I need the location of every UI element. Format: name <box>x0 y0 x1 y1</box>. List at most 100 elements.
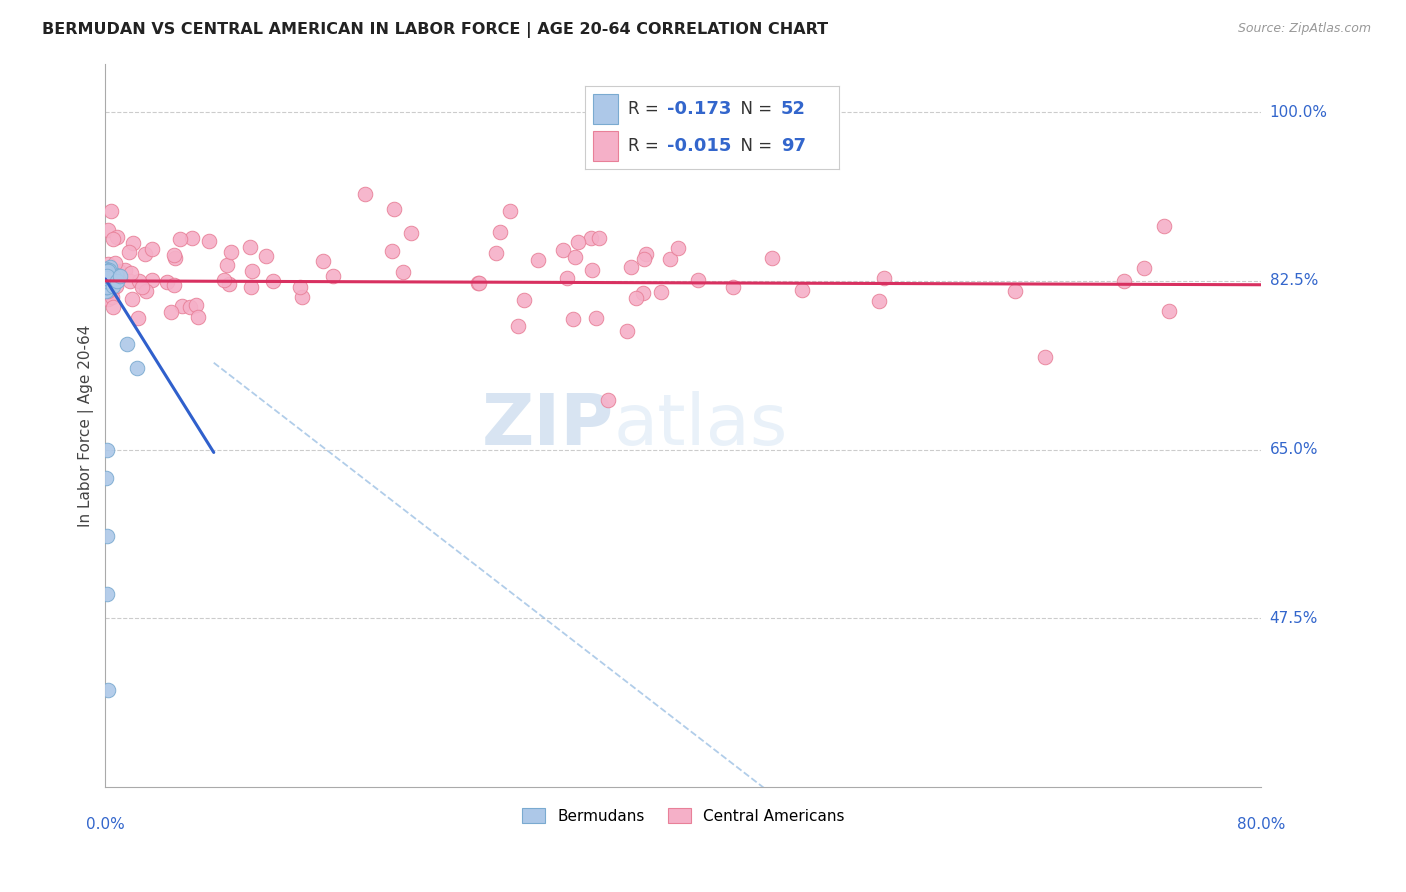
Point <box>620 260 643 274</box>
Point <box>98 260 121 274</box>
Point <box>1157 304 1180 318</box>
Point <box>108 264 131 278</box>
Point <box>288 280 311 294</box>
Point <box>551 244 574 258</box>
Point <box>105 229 128 244</box>
Point <box>96 262 118 277</box>
Point <box>1112 274 1135 288</box>
Text: 80.0%: 80.0% <box>1237 817 1285 832</box>
Point <box>96 442 118 457</box>
Point <box>215 258 238 272</box>
Point <box>96 279 118 293</box>
Point <box>96 278 118 293</box>
Point <box>96 284 118 298</box>
Point <box>506 319 529 334</box>
Point <box>254 249 277 263</box>
Point <box>141 242 163 256</box>
Point <box>96 271 118 285</box>
Point <box>239 240 262 254</box>
Point <box>169 232 191 246</box>
Point <box>312 254 335 268</box>
Point <box>596 392 619 407</box>
Point <box>354 187 377 202</box>
Point <box>94 280 117 294</box>
Point <box>163 248 186 262</box>
Point <box>94 284 117 298</box>
Point <box>96 279 118 293</box>
Point <box>97 292 120 306</box>
Point <box>97 270 120 285</box>
Point <box>94 276 117 290</box>
Point <box>96 271 118 285</box>
Point <box>187 310 209 325</box>
Point <box>101 274 124 288</box>
Point <box>555 271 578 285</box>
Point <box>160 305 183 319</box>
Point <box>100 275 122 289</box>
Point <box>115 336 138 351</box>
Point <box>98 275 121 289</box>
Point <box>636 247 658 261</box>
Point <box>792 283 814 297</box>
Point <box>96 274 118 288</box>
Point <box>118 245 141 260</box>
Point <box>96 283 118 297</box>
Point <box>488 225 510 239</box>
Point <box>1033 351 1056 365</box>
Point <box>579 231 602 245</box>
Point <box>485 245 508 260</box>
Point <box>381 244 404 259</box>
Point <box>135 284 157 298</box>
Text: atlas: atlas <box>614 391 789 460</box>
Point <box>97 264 120 278</box>
Point <box>98 263 121 277</box>
Point <box>96 271 118 285</box>
Point <box>659 252 682 266</box>
Point <box>141 273 163 287</box>
Point <box>104 255 127 269</box>
Point <box>401 226 423 240</box>
Point <box>467 277 489 291</box>
Point <box>624 291 647 305</box>
Point <box>184 298 207 312</box>
Point <box>100 203 122 218</box>
Point <box>1153 219 1175 234</box>
Point <box>101 278 124 293</box>
Point <box>218 277 240 291</box>
Point <box>721 280 744 294</box>
Point <box>105 274 128 288</box>
Point <box>105 278 128 293</box>
Point <box>128 274 150 288</box>
Point <box>97 257 120 271</box>
Point <box>131 279 153 293</box>
Point <box>118 274 141 288</box>
Point <box>666 241 689 255</box>
Point <box>127 360 149 375</box>
Point <box>98 264 121 278</box>
Point <box>103 300 125 314</box>
Point <box>631 285 654 300</box>
Point <box>108 268 131 283</box>
Point <box>219 245 242 260</box>
Point <box>94 277 117 292</box>
Point <box>291 290 314 304</box>
Point <box>585 310 607 325</box>
Point <box>97 275 120 289</box>
Point <box>96 273 118 287</box>
Point <box>513 293 536 308</box>
Point <box>96 269 118 284</box>
Point <box>322 268 344 283</box>
Point <box>103 232 125 246</box>
Point <box>97 285 120 299</box>
Point <box>134 247 156 261</box>
Point <box>165 251 187 265</box>
Text: 0.0%: 0.0% <box>86 817 125 832</box>
Point <box>588 231 610 245</box>
Point <box>121 292 143 306</box>
Point <box>97 266 120 280</box>
Point <box>96 268 118 283</box>
Point <box>127 310 149 325</box>
Point <box>96 683 118 698</box>
Point <box>1133 260 1156 275</box>
Point <box>101 283 124 297</box>
